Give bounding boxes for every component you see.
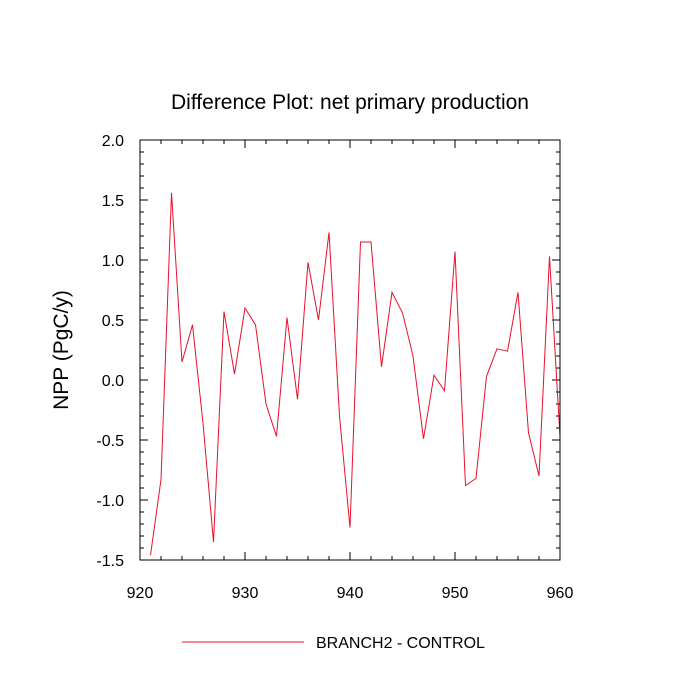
series-layer	[150, 192, 561, 556]
x-tick-labels: 920 930 940 950 960	[127, 585, 574, 602]
y-tick-label: 1.5	[102, 193, 124, 210]
legend: BRANCH2 - CONTROL	[182, 635, 485, 652]
axis-ticks	[139, 139, 561, 561]
y-tick-label: 0.5	[102, 313, 124, 330]
y-tick-label: 1.0	[102, 253, 124, 270]
legend-label-branch2-control: BRANCH2 - CONTROL	[316, 635, 485, 652]
x-tick-label: 930	[232, 585, 259, 602]
y-tick-label: -1.5	[96, 553, 124, 570]
y-tick-labels: -1.5 -1.0 -0.5 0.0 0.5 1.0 1.5 2.0	[96, 133, 124, 570]
chart-title: Difference Plot: net primary production	[171, 91, 529, 114]
y-axis-label: NPP (PgC/y)	[50, 290, 73, 410]
x-tick-label: 940	[337, 585, 364, 602]
y-tick-label: 0.0	[102, 373, 124, 390]
plot-frame	[139, 139, 561, 561]
y-tick-label: -0.5	[96, 433, 124, 450]
series-line-0	[150, 192, 561, 556]
x-tick-label: 960	[547, 585, 574, 602]
x-tick-label: 950	[442, 585, 469, 602]
x-tick-label: 920	[127, 585, 154, 602]
y-tick-label: 2.0	[102, 133, 124, 150]
y-tick-label: -1.0	[96, 493, 124, 510]
